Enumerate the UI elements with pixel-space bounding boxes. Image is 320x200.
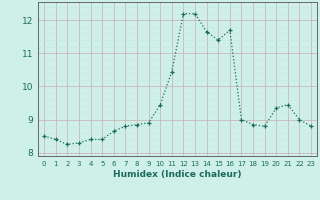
X-axis label: Humidex (Indice chaleur): Humidex (Indice chaleur)	[113, 170, 242, 179]
